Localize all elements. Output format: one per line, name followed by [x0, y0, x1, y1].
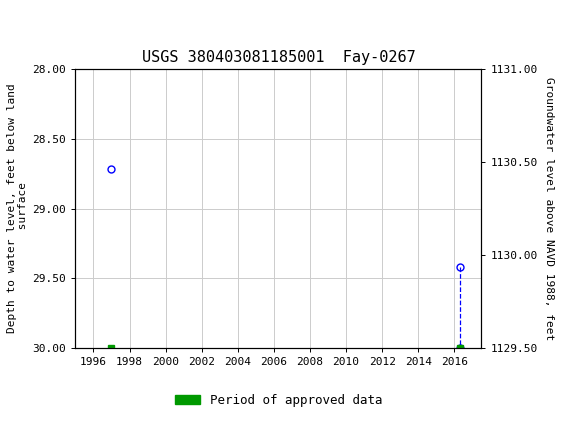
Text: ▒USGS: ▒USGS	[7, 8, 61, 29]
Y-axis label: Groundwater level above NAVD 1988, feet: Groundwater level above NAVD 1988, feet	[545, 77, 554, 340]
Y-axis label: Depth to water level, feet below land
 surface: Depth to water level, feet below land su…	[7, 84, 28, 333]
Legend: Period of approved data: Period of approved data	[169, 389, 387, 412]
Title: USGS 380403081185001  Fay-0267: USGS 380403081185001 Fay-0267	[142, 50, 415, 65]
